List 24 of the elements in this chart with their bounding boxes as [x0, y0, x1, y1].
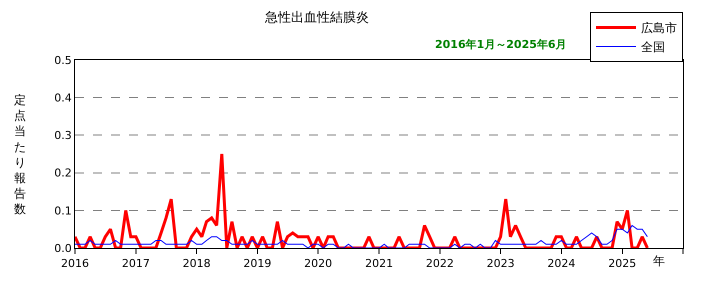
- x-tick-label: 2025: [608, 257, 636, 270]
- x-tick-label: 2022: [426, 257, 454, 270]
- x-tick-label: 2016: [61, 257, 89, 270]
- x-tick-label: 2017: [122, 257, 150, 270]
- x-tick-label: 2020: [304, 257, 332, 270]
- x-axis-title: 年: [653, 254, 665, 268]
- chart-subtitle: 2016年1月～2025年6月: [435, 38, 567, 51]
- y-axis-title: 定点当たり報告数: [14, 93, 26, 216]
- y-tick-label: 0.4: [54, 91, 72, 104]
- line-series: [75, 152, 649, 248]
- x-tick-label: 2018: [182, 257, 211, 270]
- y-tick-label: 0.1: [54, 204, 72, 218]
- line-series: [75, 224, 648, 248]
- y-tick-label: 0.3: [54, 129, 72, 142]
- legend-label: 広島市: [641, 21, 677, 36]
- y-tick-label: 0.5: [54, 54, 72, 67]
- x-tick-label: 2021: [365, 257, 394, 270]
- chart-title: 急性出血性結膜炎: [264, 10, 370, 26]
- x-tick-label: 2024: [547, 257, 576, 270]
- y-tick-label: 0.0: [54, 242, 72, 255]
- y-tick-label: 0.2: [54, 166, 72, 180]
- legend-label: 全国: [641, 40, 665, 54]
- x-tick-label: 2023: [486, 257, 515, 270]
- x-tick-label: 2019: [243, 257, 272, 270]
